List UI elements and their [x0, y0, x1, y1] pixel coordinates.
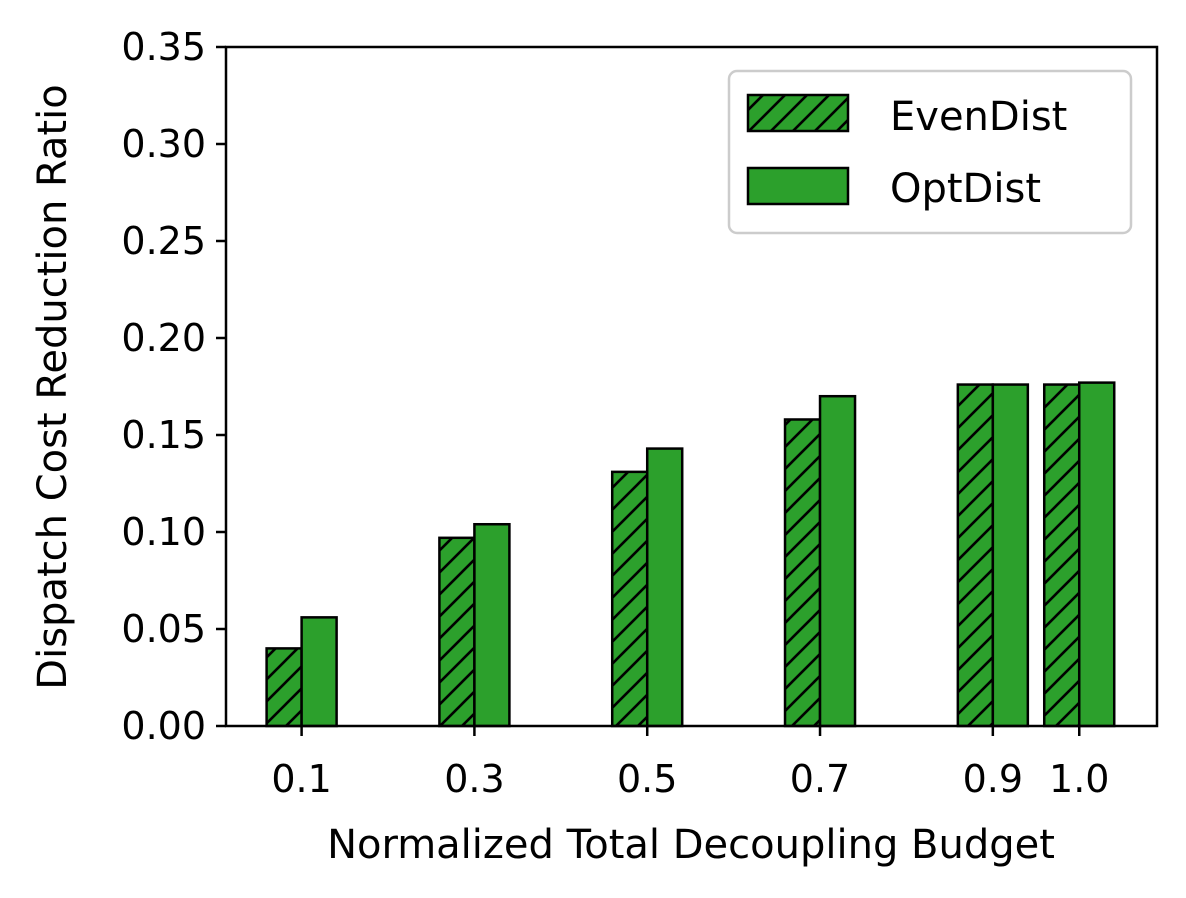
x-tick-label: 0.3: [444, 757, 504, 801]
x-tick-label: 1.0: [1049, 757, 1109, 801]
x-tick-label: 0.9: [963, 757, 1023, 801]
plot-frame: [224, 45, 1159, 728]
bar-evendist-0.7: [783, 418, 822, 728]
bar-optdist-0.1: [300, 616, 338, 728]
y-tick-label: 0.25: [121, 219, 206, 263]
y-tick-label: 0.05: [121, 607, 206, 651]
legend-label-evendist: EvenDist: [890, 94, 1067, 140]
bar-optdist-0.9: [991, 383, 1030, 728]
bar-evendist-0.5: [610, 470, 649, 728]
bar-evendist-0.3: [438, 536, 476, 728]
y-axis: 0.00 0.05 0.10 0.15 0.20 0.25 0.30 0.35: [121, 25, 226, 748]
y-tick-label: 0.35: [121, 25, 206, 69]
bars-layer: [265, 381, 1116, 728]
bar-evendist-0.9: [956, 383, 995, 728]
y-tick-label: 0.15: [121, 413, 206, 457]
y-axis-label: Dispatch Cost Reduction Ratio: [30, 84, 76, 689]
y-tick-label: 0.20: [121, 316, 206, 360]
bar-optdist-0.3: [473, 522, 511, 728]
x-tick-label: 0.1: [271, 757, 331, 801]
y-tick-label: 0.00: [121, 704, 206, 748]
bar-optdist-1.0: [1077, 381, 1116, 728]
bar-evendist-0.1: [265, 647, 303, 728]
bar-evendist-1.0: [1042, 383, 1081, 728]
legend-swatch-evendist: [746, 93, 850, 133]
y-tick-label: 0.30: [121, 122, 206, 166]
bar-optdist-0.5: [645, 447, 684, 728]
x-tick-label: 0.7: [790, 757, 850, 801]
legend-label-optdist: OptDist: [890, 166, 1041, 212]
bar-optdist-0.7: [818, 394, 857, 728]
x-tick-label: 0.5: [617, 757, 677, 801]
x-axis-label: Normalized Total Decoupling Budget: [327, 822, 1055, 868]
x-axis: 0.1 0.3 0.5 0.7 0.9 1.0: [271, 726, 1109, 801]
y-tick-label: 0.10: [121, 510, 206, 554]
legend: EvenDist OptDist: [727, 69, 1133, 235]
legend-swatch-optdist: [746, 166, 850, 206]
